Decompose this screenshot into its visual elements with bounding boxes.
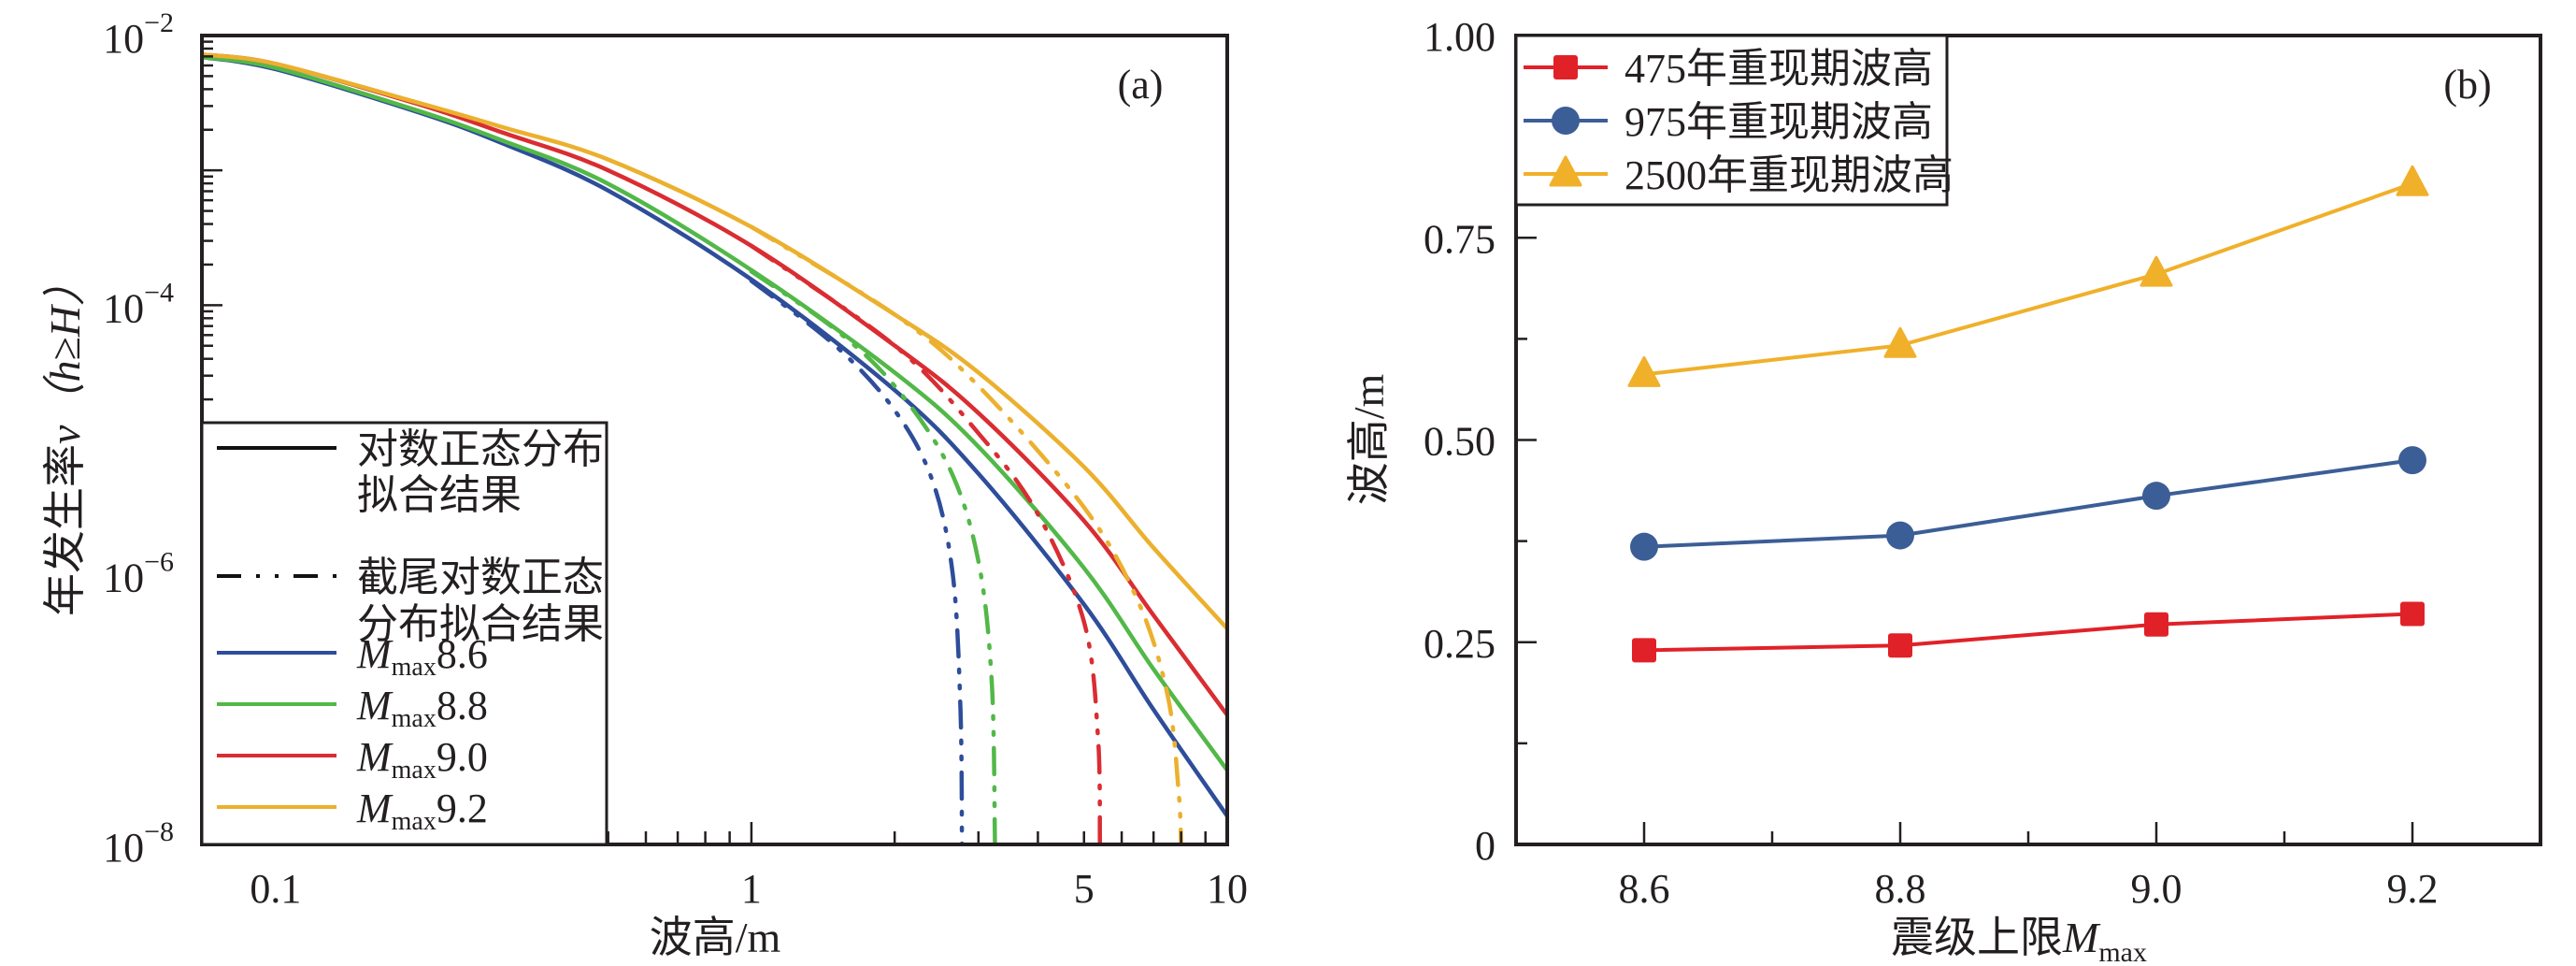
legend-swatch-marker-circle [1552,107,1580,135]
legend-label-sub: max [392,807,436,836]
y-tick-label: 0.75 [1424,216,1496,262]
panel-b-x-axis-title-var: M [2062,914,2101,961]
y-tick-label: 0 [1475,823,1496,869]
legend-box [200,421,608,846]
data-point-triangle [2140,255,2173,287]
x-tick-label: 9.0 [2131,866,2182,912]
panel-b-legend: 475年重现期波高 975年重现期波高 2500年重现期波高 [1514,34,1953,207]
data-point-square [2400,601,2425,627]
y-tick-label: 10−4 [103,277,174,331]
legend-label-sub: max [392,704,436,733]
data-point-triangle [1883,326,1917,358]
panel-a-legend: 对数正态分布拟合结果截尾对数正态分布拟合结果Mmax8.6Mmax8.8Mmax… [200,421,608,846]
panel-b-x-axis-title: 震级上限Mmax [1891,914,2147,966]
panel-b-x-axis-title-main: 震级上限 [1891,914,2063,961]
x-tick-label: 9.2 [2387,866,2439,912]
y-tick-label: 10−8 [103,816,174,871]
y-tick-label-base: 10 [103,285,144,331]
y-tick-label-exponent: −4 [144,277,174,308]
panel-b-x-axis-title-sub: max [2098,937,2147,966]
legend-label-sub: max [392,756,436,785]
legend-label-mmax: Mmax9.0 [356,734,488,785]
data-point-circle [1886,521,1914,550]
series-line-circle [1643,458,2413,549]
legend-label-mmax: Mmax8.6 [356,631,488,682]
panel-a-y-axis-title-var: ν（h≥H） [41,263,89,444]
y-tick-label: 10−2 [103,7,174,62]
x-tick-label: 0.1 [250,866,301,912]
legend-label: 475年重现期波高 [1624,46,1933,92]
truncated-fit-line-7 [749,224,1183,844]
legend-swatch-marker-square [1553,55,1578,79]
legend-label-mmax: Mmax9.2 [356,786,488,836]
data-point-square [1632,638,1656,663]
x-tick-label: 10 [1207,866,1248,912]
panel-a-y-axis-title-main: 年发生率 [41,444,89,616]
y-tick-label-exponent: −2 [144,7,174,38]
x-tick-label: 1 [741,866,762,912]
data-point-circle [2398,446,2426,475]
y-tick-label-base: 10 [103,16,144,62]
legend-label: 截尾对数正态 [357,555,604,600]
data-point-square [2144,612,2168,637]
legend-label-sub: max [392,653,436,682]
truncated-fit-line-5 [749,269,997,844]
legend-label-value: 8.6 [436,631,488,677]
legend-swatch-marker-triangle [1549,155,1582,187]
legend-label-M: M [356,786,394,831]
y-tick-label: 0.25 [1424,621,1496,667]
y-tick-label: 0.50 [1424,419,1496,465]
series-line-square [1643,612,2413,653]
legend-label: 对数正态分布 [357,426,604,472]
data-point-triangle [1627,355,1661,387]
y-tick-label-base: 10 [103,825,144,871]
y-tick-label-exponent: −8 [144,816,174,847]
legend-label-value: 9.2 [436,786,488,831]
legend-label-mmax: Mmax8.8 [356,683,488,733]
data-point-circle [2142,482,2170,511]
data-point-triangle [2396,165,2429,196]
legend-label: 2500年重现期波高 [1624,152,1953,198]
y-tick-label: 10−6 [103,547,174,601]
y-tick-label-base: 10 [103,555,144,601]
panel-a-x-axis-title: 波高/m [650,914,781,961]
legend-label: 975年重现期波高 [1624,99,1933,145]
truncated-fit-line-4 [749,279,965,844]
panel-a-series-group [202,51,1227,844]
panel-a-y-axis-title: 年发生率ν（h≥H） [41,263,89,616]
svg-text:年发生率ν（h≥H）: 年发生率ν（h≥H） [41,263,89,616]
truncated-fit-line-6 [749,243,1103,844]
legend-label-M: M [356,631,394,677]
legend-label-M: M [356,683,394,728]
y-tick-label-exponent: −6 [144,547,174,578]
svg-text:波高/m: 波高/m [1345,374,1393,506]
panel-b-return-period-chart: 8.6 8.8 9.0 9.2 0 0.25 0.50 0.75 1.00 475年重现期波高 9… [1345,14,2542,966]
y-tick-label: 1.00 [1424,14,1496,60]
panel-b-series-group [1627,165,2429,663]
x-tick-label: 8.8 [1875,866,1926,912]
series-line-triangle [1643,181,2413,377]
x-tick-label: 5 [1074,866,1095,912]
legend-label: 分布拟合结果 [357,601,604,647]
legend-label: 拟合结果 [357,472,522,518]
data-point-circle [1630,532,1658,561]
x-tick-label: 8.6 [1619,866,1670,912]
data-point-square [1888,633,1912,658]
panel-b-y-axis-title: 波高/m [1345,374,1393,506]
legend-label-M: M [356,734,394,780]
panel-a-label: (a) [1118,62,1164,108]
panel-b-label: (b) [2443,62,2491,108]
legend-label-value: 9.0 [436,734,488,780]
legend-label-value: 8.8 [436,683,488,728]
panel-b-ticks: 8.6 8.8 9.0 9.2 0 0.25 0.50 0.75 1.00 [1424,14,2439,912]
